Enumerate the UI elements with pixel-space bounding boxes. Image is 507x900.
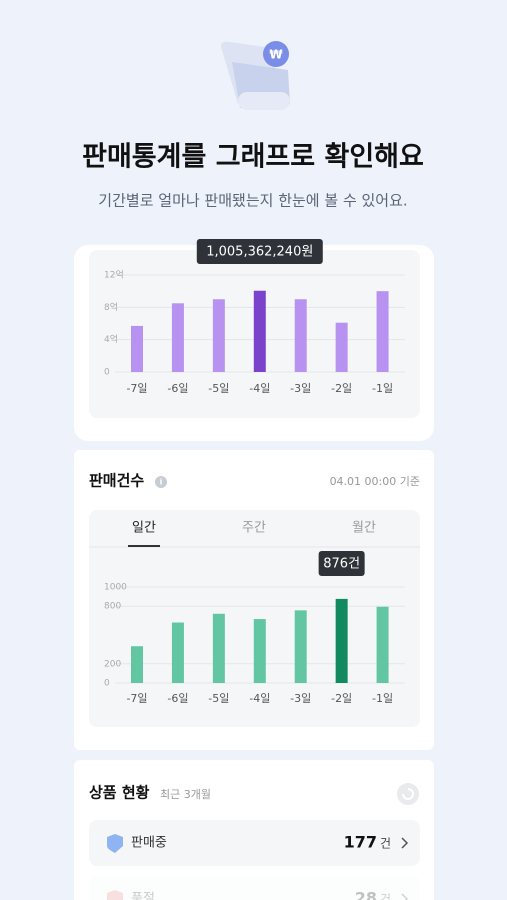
tab[interactable]: 주간 — [242, 521, 266, 536]
bar — [212, 613, 225, 683]
bar — [131, 325, 143, 372]
status-row[interactable] — [89, 876, 420, 900]
x-tick-label: -2일 — [331, 691, 352, 705]
receipt-icon: ₩ — [221, 41, 290, 110]
bar — [131, 646, 143, 683]
y-tick-label: 8억 — [104, 301, 118, 313]
status-unit: 건 — [380, 837, 391, 851]
bar — [253, 619, 266, 683]
chevron — [401, 893, 409, 900]
y-tick-label: 0 — [104, 368, 110, 378]
y-tick-label: 800 — [104, 602, 121, 612]
status-label: 판매중 — [131, 836, 167, 851]
card-title: 상품 현황 — [89, 784, 150, 802]
status-unit: 건 — [380, 893, 391, 900]
refresh-icon — [402, 788, 414, 800]
subtitle: 기간별로 얼마나 판매됐는지 한눈에 볼 수 있어요. — [98, 192, 407, 210]
status-count: 177 — [344, 833, 377, 852]
refresh-button[interactable] — [397, 783, 419, 805]
status-label: 품절 — [131, 892, 155, 900]
x-tick-label: -3일 — [290, 381, 311, 395]
x-tick-label: -1일 — [372, 381, 393, 395]
title: 판매통계를 그래프로 확인해요 — [82, 142, 424, 173]
tooltip — [196, 239, 323, 264]
x-tick-label: -4일 — [249, 691, 270, 705]
x-tick-label: -4일 — [249, 381, 270, 395]
x-tick-label: -1일 — [372, 691, 393, 705]
tab[interactable]: 일간 — [132, 521, 156, 536]
data-label: 1,005,362,240원 — [206, 245, 313, 260]
y-tick-label: 4억 — [104, 333, 118, 345]
y-tick-label: 200 — [104, 659, 121, 669]
bar — [376, 606, 389, 683]
x-tick-label: -6일 — [167, 691, 188, 705]
bar — [335, 598, 348, 683]
status-icon — [107, 834, 123, 853]
period: 최근 3개월 — [160, 788, 211, 801]
info-icon[interactable] — [155, 476, 167, 488]
bar — [171, 303, 184, 372]
x-tick-label: -3일 — [290, 691, 311, 705]
chevron — [401, 837, 409, 849]
x-tick-label: -2일 — [331, 381, 352, 395]
x-tick-label: -5일 — [208, 691, 229, 705]
bar — [294, 610, 307, 683]
status-row[interactable] — [89, 820, 420, 866]
tooltip — [318, 551, 365, 576]
status-count: 28 — [355, 889, 377, 900]
x-tick-label: -5일 — [208, 381, 229, 395]
bar — [212, 299, 225, 372]
y-tick-label: 12억 — [104, 269, 124, 281]
data-label: 876건 — [323, 557, 360, 572]
bar — [171, 622, 184, 683]
status-icon — [107, 890, 123, 900]
svg-text:₩: ₩ — [269, 48, 283, 62]
y-tick-label: 1000 — [104, 583, 127, 593]
x-tick-label: -7일 — [126, 691, 147, 705]
basis-time: 04.01 00:00 기준 — [330, 475, 420, 488]
x-tick-label: -6일 — [167, 381, 188, 395]
count-chart: 0 200 800 1000 -7일 -6일 -5일 -4일 -3일 -2일 876건 -1일 — [104, 551, 405, 705]
x-tick-label: -7일 — [126, 381, 147, 395]
card-title: 판매건수 — [89, 472, 144, 490]
bar — [253, 290, 266, 372]
bar — [376, 291, 389, 372]
tab[interactable]: 월간 — [352, 521, 376, 536]
bar — [335, 322, 348, 372]
bar — [294, 299, 307, 372]
svg-text:i: i — [160, 478, 163, 487]
sales-chart: 0 4억 8억 12억 -7일 -6일 -5일 -4일 1,005,362,240원 -3일 -2일… — [104, 239, 405, 395]
y-tick-label: 0 — [104, 679, 110, 689]
